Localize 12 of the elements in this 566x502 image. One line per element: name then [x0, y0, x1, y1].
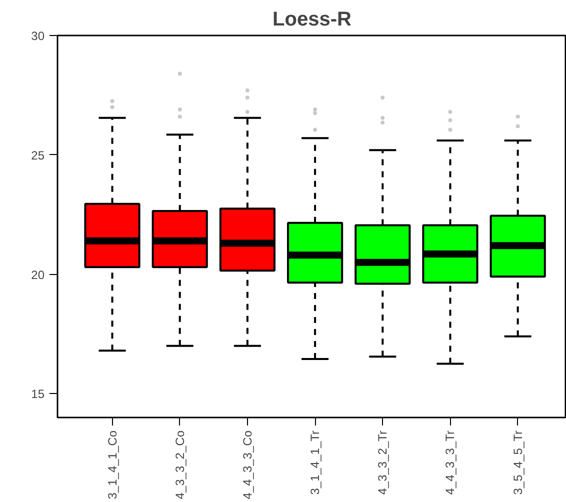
y-tick-label: 25 — [31, 148, 45, 162]
y-tick-label: 30 — [31, 29, 45, 43]
x-tick-label: 4_3_3_2_Co — [172, 430, 187, 500]
y-tick-label: 15 — [31, 387, 45, 402]
x-tick-label: 4_4_3_3_Co — [240, 430, 254, 500]
x-tick-label: 3_5_4_5_Tr — [510, 430, 525, 495]
chart-title: Loess-R — [272, 8, 352, 30]
x-tick-label: 4_3_3_2_Tr — [376, 430, 390, 495]
x-tick-label: 3_1_4_1_Co — [105, 430, 120, 500]
x-tick-label: 4_4_3_3_Tr — [443, 430, 458, 495]
x-tick-label: 3_1_4_1_Tr — [308, 430, 322, 495]
y-tick-label: 20 — [31, 268, 45, 282]
